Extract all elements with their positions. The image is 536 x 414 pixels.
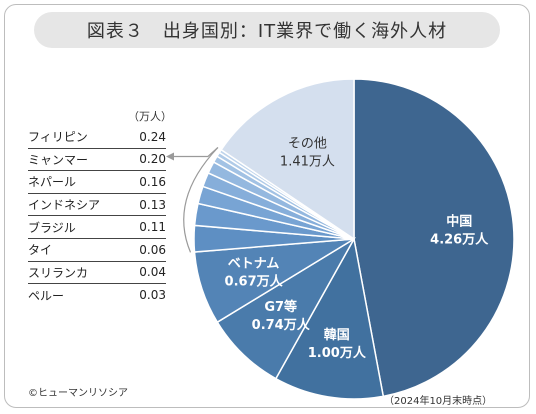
callout-bracket bbox=[166, 147, 219, 253]
slice-value-label: 1.41万人 bbox=[280, 154, 335, 169]
country-name: ミャンマー bbox=[28, 152, 89, 167]
slice-value-label: 0.67万人 bbox=[225, 274, 284, 290]
slice-label: その他 bbox=[288, 136, 327, 151]
country-value: 0.06 bbox=[139, 242, 166, 257]
callout-arrow-line bbox=[172, 147, 219, 158]
slice-label: ベトナム bbox=[228, 257, 280, 272]
slice-label: G7等 bbox=[264, 299, 297, 315]
country-value: 0.13 bbox=[139, 197, 166, 212]
slice-value-label: 1.00万人 bbox=[308, 345, 367, 361]
country-value: 0.24 bbox=[139, 129, 166, 144]
callout-arrow-head bbox=[166, 152, 174, 161]
country-name: インドネシア bbox=[28, 198, 101, 213]
country-name: フィリピン bbox=[28, 130, 88, 145]
table-row: タイ 0.06 bbox=[28, 239, 166, 262]
table-row: ブラジル 0.11 bbox=[28, 216, 166, 239]
slice-value-label: 0.74万人 bbox=[252, 317, 311, 333]
table-row: ミャンマー 0.20 bbox=[28, 149, 166, 172]
table-row: ペルー 0.03 bbox=[28, 284, 166, 307]
table-row: スリランカ 0.04 bbox=[28, 262, 166, 285]
small-country-table: フィリピン 0.24 ミャンマー 0.20 ネパール 0.16 インドネシア 0… bbox=[28, 126, 166, 307]
credit: ©ヒューマンリソシア bbox=[28, 388, 128, 399]
pie-slice bbox=[353, 78, 515, 398]
slice-label: 韓国 bbox=[324, 327, 350, 343]
unit-label: （万人） bbox=[128, 110, 172, 123]
slice-label: 中国 bbox=[446, 213, 472, 229]
table-row: ネパール 0.16 bbox=[28, 171, 166, 194]
country-name: タイ bbox=[28, 243, 53, 258]
country-value: 0.20 bbox=[139, 152, 166, 167]
country-value: 0.11 bbox=[139, 220, 166, 235]
country-value: 0.16 bbox=[139, 174, 166, 189]
slice-value-label: 4.26万人 bbox=[430, 231, 489, 247]
pie-slice bbox=[220, 78, 355, 241]
callout-bracket-curve bbox=[183, 147, 219, 253]
country-name: スリランカ bbox=[28, 265, 89, 280]
table-row: インドネシア 0.13 bbox=[28, 194, 166, 217]
date-note: （2024年10月末時点） bbox=[384, 396, 493, 407]
country-name: ブラジル bbox=[28, 220, 76, 235]
country-value: 0.03 bbox=[139, 288, 166, 303]
pie-slice bbox=[274, 236, 385, 400]
country-name: ペルー bbox=[28, 288, 65, 303]
country-name: ネパール bbox=[28, 175, 77, 190]
table-row: フィリピン 0.24 bbox=[28, 126, 166, 149]
country-value: 0.04 bbox=[139, 265, 166, 280]
chart-title: 図表３ 出身国別：IT業界で働く海外人材 bbox=[34, 12, 500, 48]
